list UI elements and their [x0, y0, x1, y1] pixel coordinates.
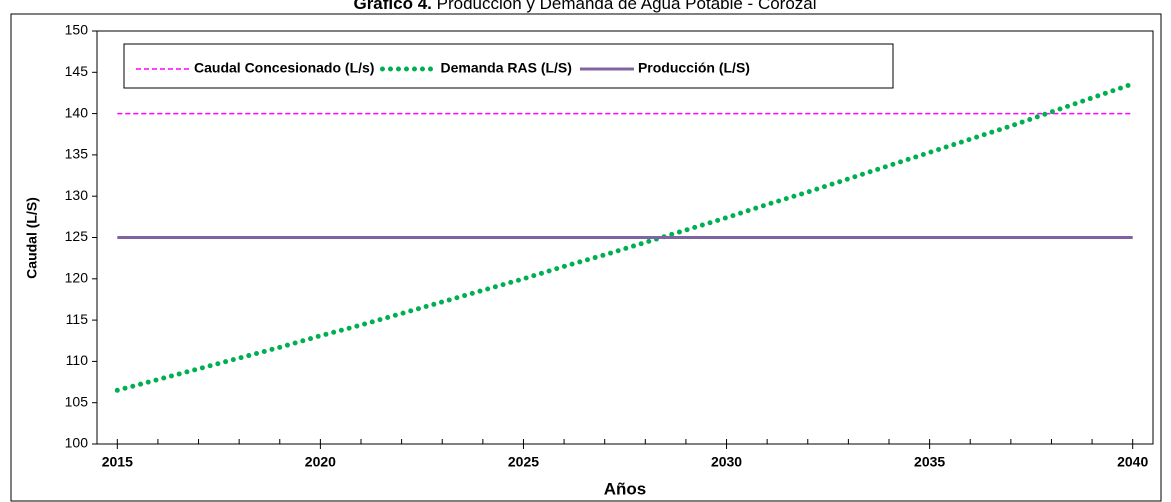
y-tick-label: 100: [65, 435, 89, 451]
x-axis-title: Años: [604, 479, 647, 498]
title-label: Gráfico 4.: [353, 0, 431, 13]
y-tick-label: 125: [65, 228, 89, 244]
x-tick-label: 2030: [711, 454, 742, 470]
x-tick-label: 2025: [508, 454, 539, 470]
y-tick-label: 105: [65, 393, 89, 409]
y-tick-label: 135: [65, 146, 89, 162]
legend: Caudal Concesionado (L/s) Demanda RAS (L/…: [123, 43, 894, 89]
y-tick-label: 150: [65, 22, 89, 38]
legend-box: [123, 43, 894, 89]
chart-title: Gráfico 4. Producción y Demanda de Agua …: [353, 0, 816, 13]
x-tick-label: 2015: [102, 454, 133, 470]
x-tick-label: 2040: [1117, 454, 1148, 470]
x-tick-label: 2020: [305, 454, 336, 470]
y-axis-title: Caudal (L/S): [24, 197, 40, 279]
x-tick-label: 2035: [914, 454, 945, 470]
y-tick-label: 110: [66, 352, 89, 368]
y-tick-label: 145: [65, 63, 89, 79]
y-tick-label: 115: [66, 311, 89, 327]
title-text: Producción y Demanda de Agua Potable - C…: [437, 0, 817, 13]
y-tick-label: 120: [65, 270, 89, 286]
y-tick-label: 130: [65, 187, 89, 203]
legend-label: Caudal Concesionado (L/s): [194, 60, 374, 76]
y-tick-label: 140: [65, 104, 89, 120]
legend-label: Producción (L/S): [638, 60, 750, 76]
series-line: [114, 81, 1136, 393]
legend-label: Demanda RAS (L/S): [440, 60, 571, 76]
